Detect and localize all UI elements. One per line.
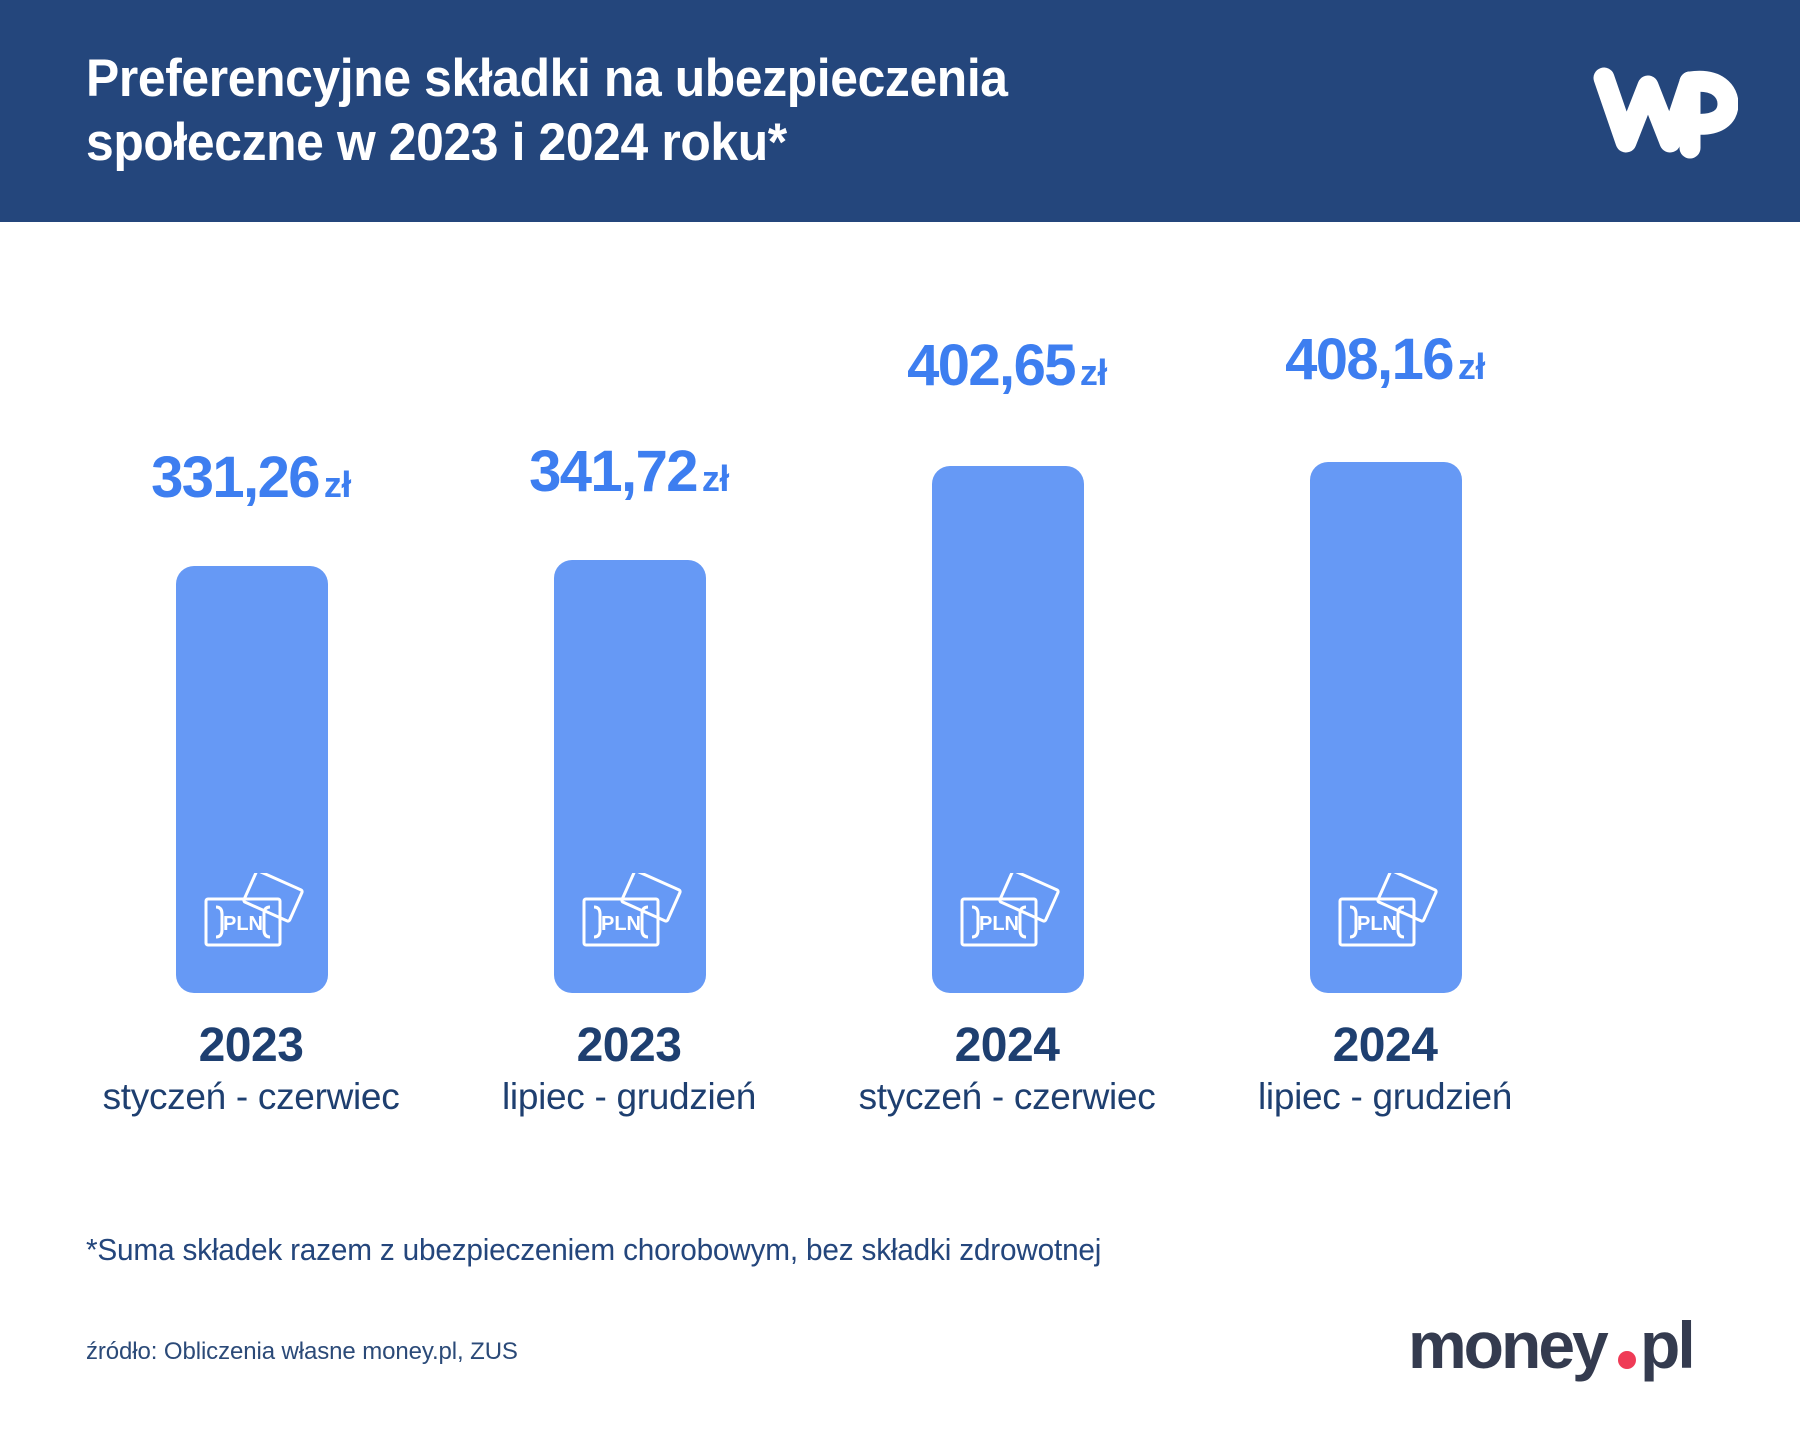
bar-value-label: 408,16 zł: [1226, 326, 1544, 393]
bar-chart: 331,26 zł PLN 2023: [0, 222, 1800, 1142]
page-title: Preferencyjne składki na ubezpieczenia s…: [86, 49, 1008, 172]
bar-value-unit: zł: [1457, 346, 1486, 387]
bar-value: 341,72: [529, 439, 698, 504]
pln-banknote-icon: PLN: [578, 869, 682, 951]
pln-icon-text: PLN: [601, 913, 641, 935]
bar-group: 331,26 zł PLN 2023: [92, 222, 410, 1142]
bar-category-period: lipiec - grudzień: [501, 1075, 757, 1117]
bar-category-label: 2023 styczeń - czerwiec: [68, 1019, 434, 1118]
wp-logo: [1586, 52, 1739, 170]
bar[interactable]: PLN: [1310, 462, 1462, 993]
pln-banknote-icon: PLN: [1334, 869, 1438, 951]
money-pl-tld: pl: [1640, 1308, 1693, 1382]
bar-value-label: 402,65 zł: [848, 332, 1166, 399]
bar-category-period: styczeń - czerwiec: [858, 1075, 1156, 1117]
bar-group: 341,72 zł PLN 2023: [470, 222, 788, 1142]
bar-value: 408,16: [1285, 327, 1454, 392]
pln-banknote-icon: PLN: [200, 869, 304, 951]
bar-category-period: lipiec - grudzień: [1257, 1075, 1513, 1117]
footnote-text: *Suma składek razem z ubezpieczeniem cho…: [86, 1232, 1102, 1267]
bar-category-year: 2024: [1332, 1019, 1438, 1072]
bar-category-label: 2024 lipiec - grudzień: [1202, 1019, 1568, 1118]
money-pl-dot: [1618, 1351, 1636, 1369]
bar[interactable]: PLN: [554, 560, 706, 993]
bar-value: 402,65: [907, 333, 1076, 398]
bar-group: 408,16 zł PLN 2024: [1226, 222, 1544, 1142]
bar-value-unit: zł: [323, 464, 352, 505]
money-pl-logo: money pl: [1408, 1306, 1738, 1390]
bar-value-label: 331,26 zł: [92, 444, 410, 511]
bar-value: 331,26: [151, 445, 320, 510]
pln-icon-text: PLN: [979, 913, 1019, 935]
bar-category-year: 2023: [576, 1019, 682, 1072]
bar-category-label: 2024 styczeń - czerwiec: [824, 1019, 1190, 1118]
money-pl-wordmark: money: [1408, 1308, 1609, 1382]
bar-category-year: 2024: [954, 1019, 1060, 1072]
pln-icon-text: PLN: [223, 913, 263, 935]
bar-value-unit: zł: [701, 458, 730, 499]
bar-group: 402,65 zł PLN 2024: [848, 222, 1166, 1142]
bar[interactable]: PLN: [932, 466, 1084, 993]
bar-category-period: styczeń - czerwiec: [102, 1075, 400, 1117]
bar-value-unit: zł: [1079, 352, 1108, 393]
bar-category-year: 2023: [198, 1019, 304, 1072]
source-text: źródło: Obliczenia własne money.pl, ZUS: [86, 1338, 518, 1365]
bar-category-label: 2023 lipiec - grudzień: [446, 1019, 812, 1118]
bar-value-label: 341,72 zł: [470, 438, 788, 505]
bar[interactable]: PLN: [176, 566, 328, 993]
pln-icon-text: PLN: [1357, 913, 1397, 935]
pln-banknote-icon: PLN: [956, 869, 1060, 951]
header-band: Preferencyjne składki na ubezpieczenia s…: [0, 0, 1800, 222]
